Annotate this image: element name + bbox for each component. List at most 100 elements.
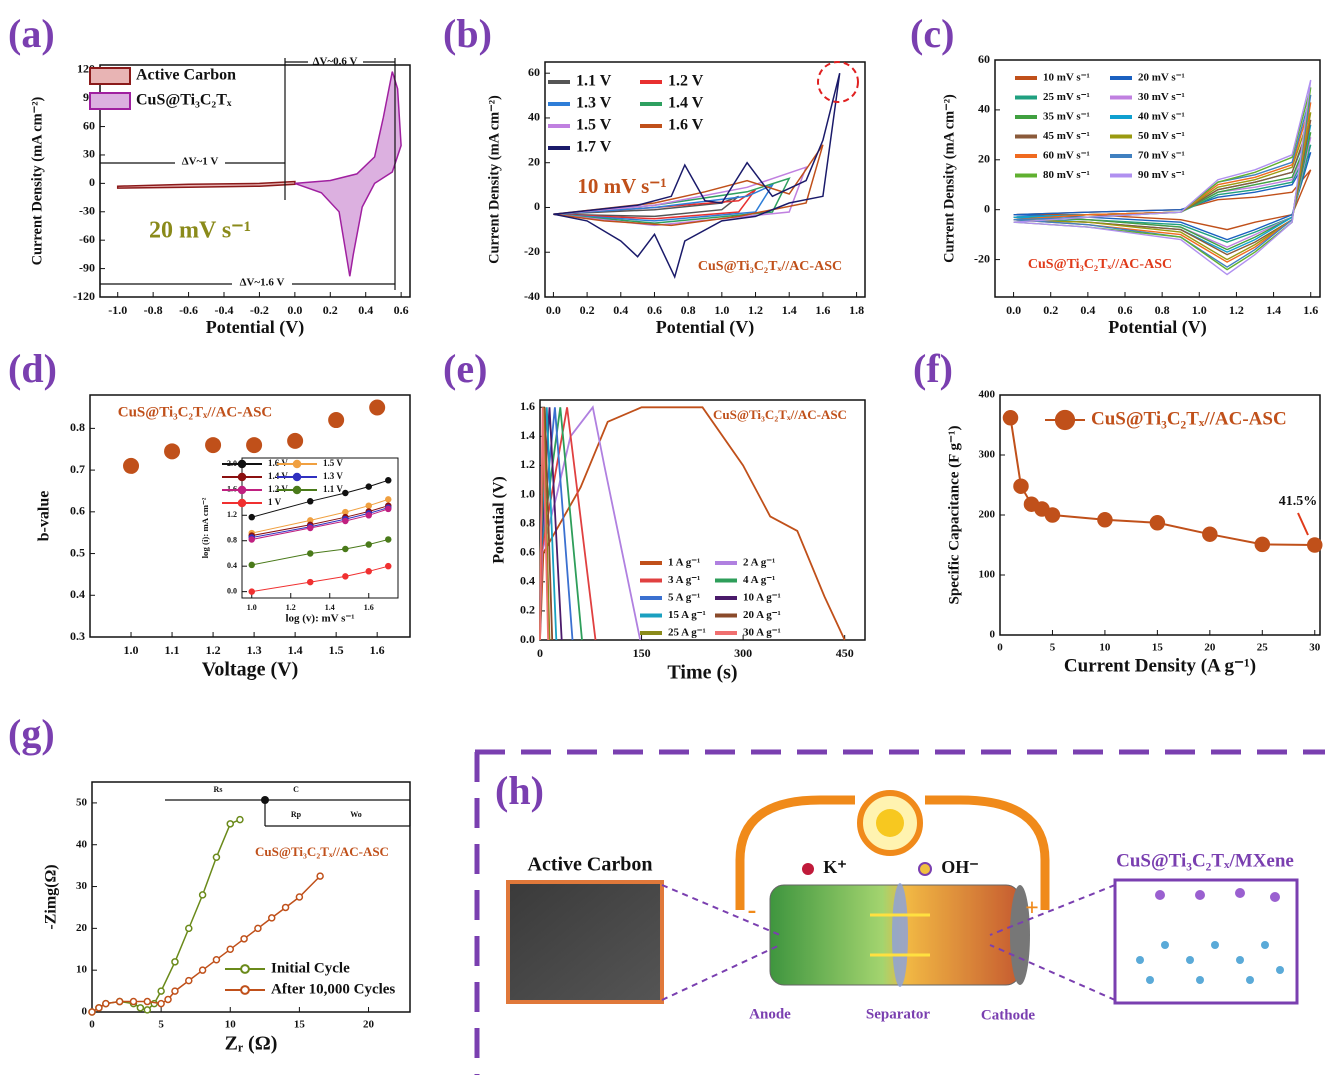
legend-swatch [90,68,130,84]
x-tick-label: 450 [836,646,854,660]
panel-h: (h) Active Carbon K⁺ OH⁻ - + Anode Separ… [475,752,1325,1075]
marker [241,936,247,942]
annotation: CuS@Ti₃C₂Tₓ//AC-ASC [698,259,842,274]
point [287,433,303,449]
x-tick-label: 15 [1152,642,1164,654]
x-tick-label: 0.2 [580,303,595,317]
legend-label: CuS@Ti₃C₂Tₓ//AC-ASC [1091,408,1287,429]
x-tick-label: 1.0 [124,643,139,657]
x-tick-label: 1.2 [286,603,296,612]
y-tick-label: -20 [974,251,990,265]
marker [366,569,371,574]
x-tick-label: 0.8 [1155,303,1170,317]
marker [213,957,219,963]
x-tick-label: 1.4 [782,303,797,317]
x-tick-label: 1.2 [1229,303,1244,317]
y-tick-label: 0 [82,1006,88,1018]
legend-label: 20 A g⁻¹ [743,609,781,621]
point [205,437,221,453]
decoration [261,796,269,804]
legend-label: 1.4 V [668,95,704,112]
marker [89,1009,95,1015]
annotation: ΔV~0.6 V [313,56,358,68]
legend-marker [241,965,249,973]
y-tick-label: 0.5 [70,545,85,559]
point [123,458,139,474]
legend-label: 80 mV s⁻¹ [1043,169,1090,181]
annotation: 10 mV s⁻¹ [577,174,666,198]
x-tick-label: 0.0 [546,303,561,317]
x-tick-label: 1.4 [325,603,335,612]
marker [213,854,219,860]
legend-label: 1 V [268,497,282,507]
y-tick-label: 20 [978,152,990,166]
y-axis-label: -Zimg(Ω) [43,864,60,929]
separator [892,883,908,987]
point [369,400,385,416]
x-axis-label: Time (s) [667,662,737,684]
y-tick-label: 0.4 [70,587,85,601]
x-tick-label: 0.2 [323,303,338,317]
marker [296,894,302,900]
x-tick-label: -1.0 [108,303,127,317]
marker [366,484,371,489]
y-tick-label: 0 [984,201,990,215]
marker [1203,527,1217,541]
marker [1014,479,1028,493]
y-tick-label: -90 [79,260,95,274]
x-tick-label: 1.0 [247,603,257,612]
x-axis-label: Potential (V) [1108,317,1206,338]
x-tick-label: 0.2 [1043,303,1058,317]
marker [144,999,150,1005]
y-axis-label: Current Density (mA cm⁻²) [486,95,502,264]
marker [200,967,206,973]
y-tick-label: 0.6 [520,544,535,558]
marker [130,999,136,1005]
x-tick-label: 0 [997,642,1003,654]
marker [386,506,391,511]
legend-swatch [90,93,130,109]
label: Separator [866,1006,930,1022]
x-tick-label: 1.2 [748,303,763,317]
marker [343,519,348,524]
y-tick-label: 1.6 [520,399,535,413]
marker [308,551,313,556]
annotation: 41.5% [1279,494,1318,509]
plot-frame [92,782,410,1012]
legend-label: 70 mV s⁻¹ [1138,150,1185,162]
annotation: CuS@Ti₃C₂Tₓ//AC-ASC [713,407,847,422]
x-tick-label: 30 [1309,642,1321,654]
legend-label: 1.5 V [323,458,343,468]
x-tick-label: 1.6 [364,603,374,612]
y-tick-label: 1.0 [520,486,535,500]
legend-label: 1.5 V [576,117,612,134]
x-tick-label: 150 [633,646,651,660]
x-tick-label: 1.4 [288,643,303,657]
marker [144,1007,150,1013]
mxene-image [1115,880,1297,1003]
marker [137,1005,143,1011]
page: (h) Active Carbon K⁺ OH⁻ - + Anode Separ… [0,0,1325,1075]
y-tick-label: 0 [89,175,95,189]
y-axis-label: Specific Capacitance (F g⁻¹) [946,426,962,605]
y-tick-label: 30 [76,880,88,892]
x-tick-label: -0.6 [179,303,198,317]
marker [249,537,254,542]
y-tick-label: -20 [524,244,540,258]
legend-marker [239,474,246,481]
point [164,443,180,459]
marker [366,542,371,547]
legend-label: 40 mV s⁻¹ [1138,111,1185,123]
x-tick-label: 10 [1099,642,1111,654]
y-tick-label: 0.3 [70,629,85,643]
label: OH⁻ [941,857,979,877]
marker [200,892,206,898]
legend-label: 1.3 V [576,95,612,112]
label: Active Carbon [528,854,653,876]
y-axis-label: log (i): mA cm⁻² [200,497,210,558]
marker [343,547,348,552]
y-tick-label: 100 [979,569,996,581]
legend-label: CuS@Ti₃C₂Tₓ [136,92,232,109]
marker [366,513,371,518]
legend-label: 1 A g⁻¹ [668,557,700,569]
